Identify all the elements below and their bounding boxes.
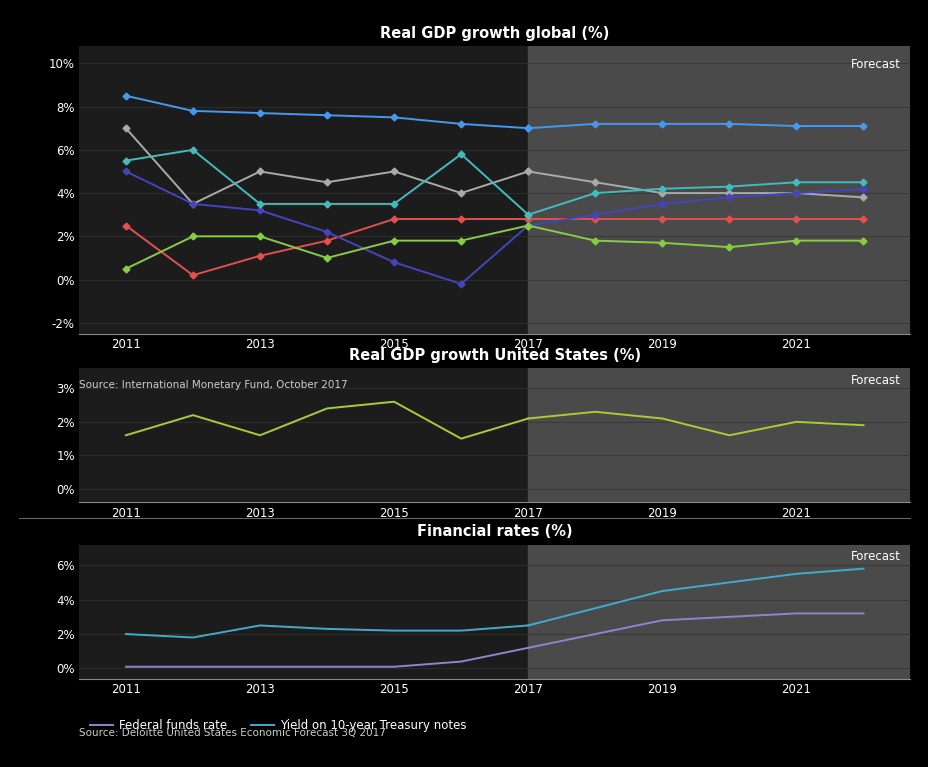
Title: Real GDP growth United States (%): Real GDP growth United States (%) (348, 347, 640, 363)
Legend: Federal funds rate, Yield on 10-year Treasury notes: Federal funds rate, Yield on 10-year Tre… (84, 714, 471, 736)
Title: Real GDP growth global (%): Real GDP growth global (%) (380, 25, 609, 41)
Text: Source: International Monetary Fund, October 2017: Source: International Monetary Fund, Oct… (79, 380, 347, 390)
Text: Forecast: Forecast (849, 550, 899, 563)
Legend: EU, Emerging Europe, Emerging Asia, LatAm, MENA, Japan: EU, Emerging Europe, Emerging Asia, LatA… (84, 377, 596, 400)
Title: Financial rates (%): Financial rates (%) (417, 524, 572, 539)
Bar (528, 545, 909, 679)
Bar (528, 46, 909, 334)
Text: Forecast: Forecast (849, 58, 899, 71)
Text: Source: Deloitte United States Economic Forecast 3Q 2017: Source: Deloitte United States Economic … (79, 728, 385, 738)
Text: Forecast: Forecast (849, 374, 899, 387)
Bar (528, 368, 909, 502)
